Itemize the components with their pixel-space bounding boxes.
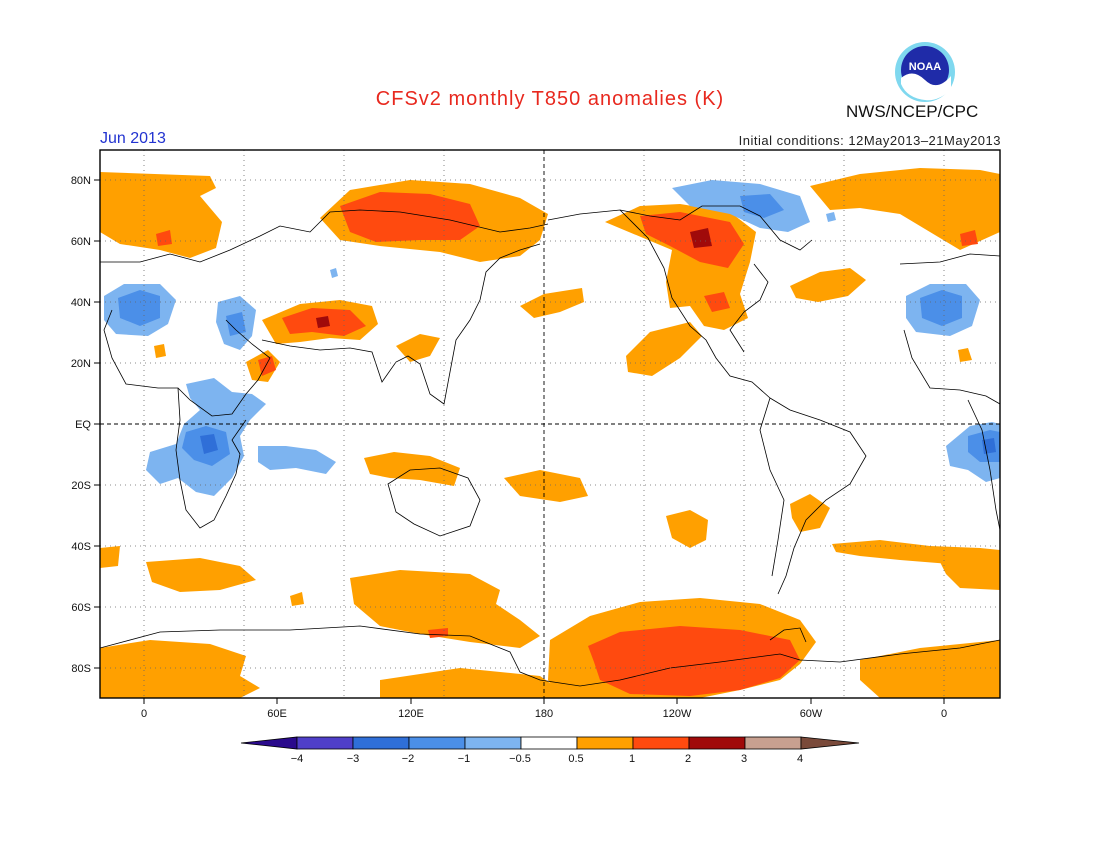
lon-label: 180 <box>535 708 553 720</box>
colorbar-swatch <box>408 736 466 750</box>
colorbar-arrow-right <box>800 736 860 750</box>
colorbar-swatch <box>744 736 802 750</box>
colorbar-swatch <box>632 736 690 750</box>
organization-label: NWS/NCEP/CPC <box>846 102 979 121</box>
lon-label: 0 <box>941 708 947 720</box>
tick-marks <box>94 179 945 704</box>
colorbar-label: 1 <box>629 753 635 765</box>
initial-conditions-label: Initial conditions: 12May2013–21May2013 <box>738 133 1001 148</box>
colorbar-label: −4 <box>291 753 304 765</box>
anomaly-shading <box>100 168 1000 698</box>
lat-label: 40S <box>71 541 91 553</box>
lat-label: 20N <box>71 358 91 370</box>
lat-label: EQ <box>75 419 91 431</box>
lat-label: 60S <box>71 602 91 614</box>
colorbar-swatch <box>464 736 522 750</box>
colorbar-label: 2 <box>685 753 691 765</box>
colorbar-label: −1 <box>458 753 471 765</box>
colorbar-label: −2 <box>402 753 415 765</box>
coastlines <box>100 205 1000 687</box>
lat-label: 80N <box>71 175 91 187</box>
lon-label: 60W <box>800 708 823 720</box>
lon-label: 120E <box>398 708 424 720</box>
map-grid <box>100 150 1000 698</box>
noaa-logo-text: NOAA <box>909 61 941 73</box>
colorbar-swatch <box>576 736 634 750</box>
map-title: CFSv2 monthly T850 anomalies (K) <box>375 88 725 110</box>
colorbar-label: 3 <box>741 753 747 765</box>
colorbar: −4 −3 −2 −1 −0.5 0.5 1 2 3 4 <box>240 736 860 765</box>
colorbar-label: 4 <box>797 753 803 765</box>
lat-label: 20S <box>71 480 91 492</box>
colorbar-swatch <box>296 736 354 750</box>
colorbar-swatch <box>520 736 578 750</box>
colorbar-label: −0.5 <box>509 753 531 765</box>
lon-label: 0 <box>141 708 147 720</box>
latitude-labels: 80N 60N 40N 20N EQ 20S 40S 60S 80S <box>71 175 92 675</box>
lon-label: 60E <box>267 708 287 720</box>
colorbar-arrow-left <box>240 736 298 750</box>
lat-label: 60N <box>71 236 91 248</box>
colorbar-swatch <box>352 736 410 750</box>
colorbar-label: 0.5 <box>568 753 583 765</box>
colorbar-label: −3 <box>347 753 360 765</box>
colorbar-swatch <box>688 736 746 750</box>
lat-label: 40N <box>71 297 91 309</box>
reference-lines <box>100 150 1000 698</box>
longitude-labels: 0 60E 120E 180 120W 60W 0 <box>141 708 947 720</box>
lon-label: 120W <box>663 708 692 720</box>
valid-month-label: Jun 2013 <box>100 130 166 147</box>
lat-label: 80S <box>71 663 91 675</box>
noaa-logo-icon: NOAA <box>895 42 955 102</box>
